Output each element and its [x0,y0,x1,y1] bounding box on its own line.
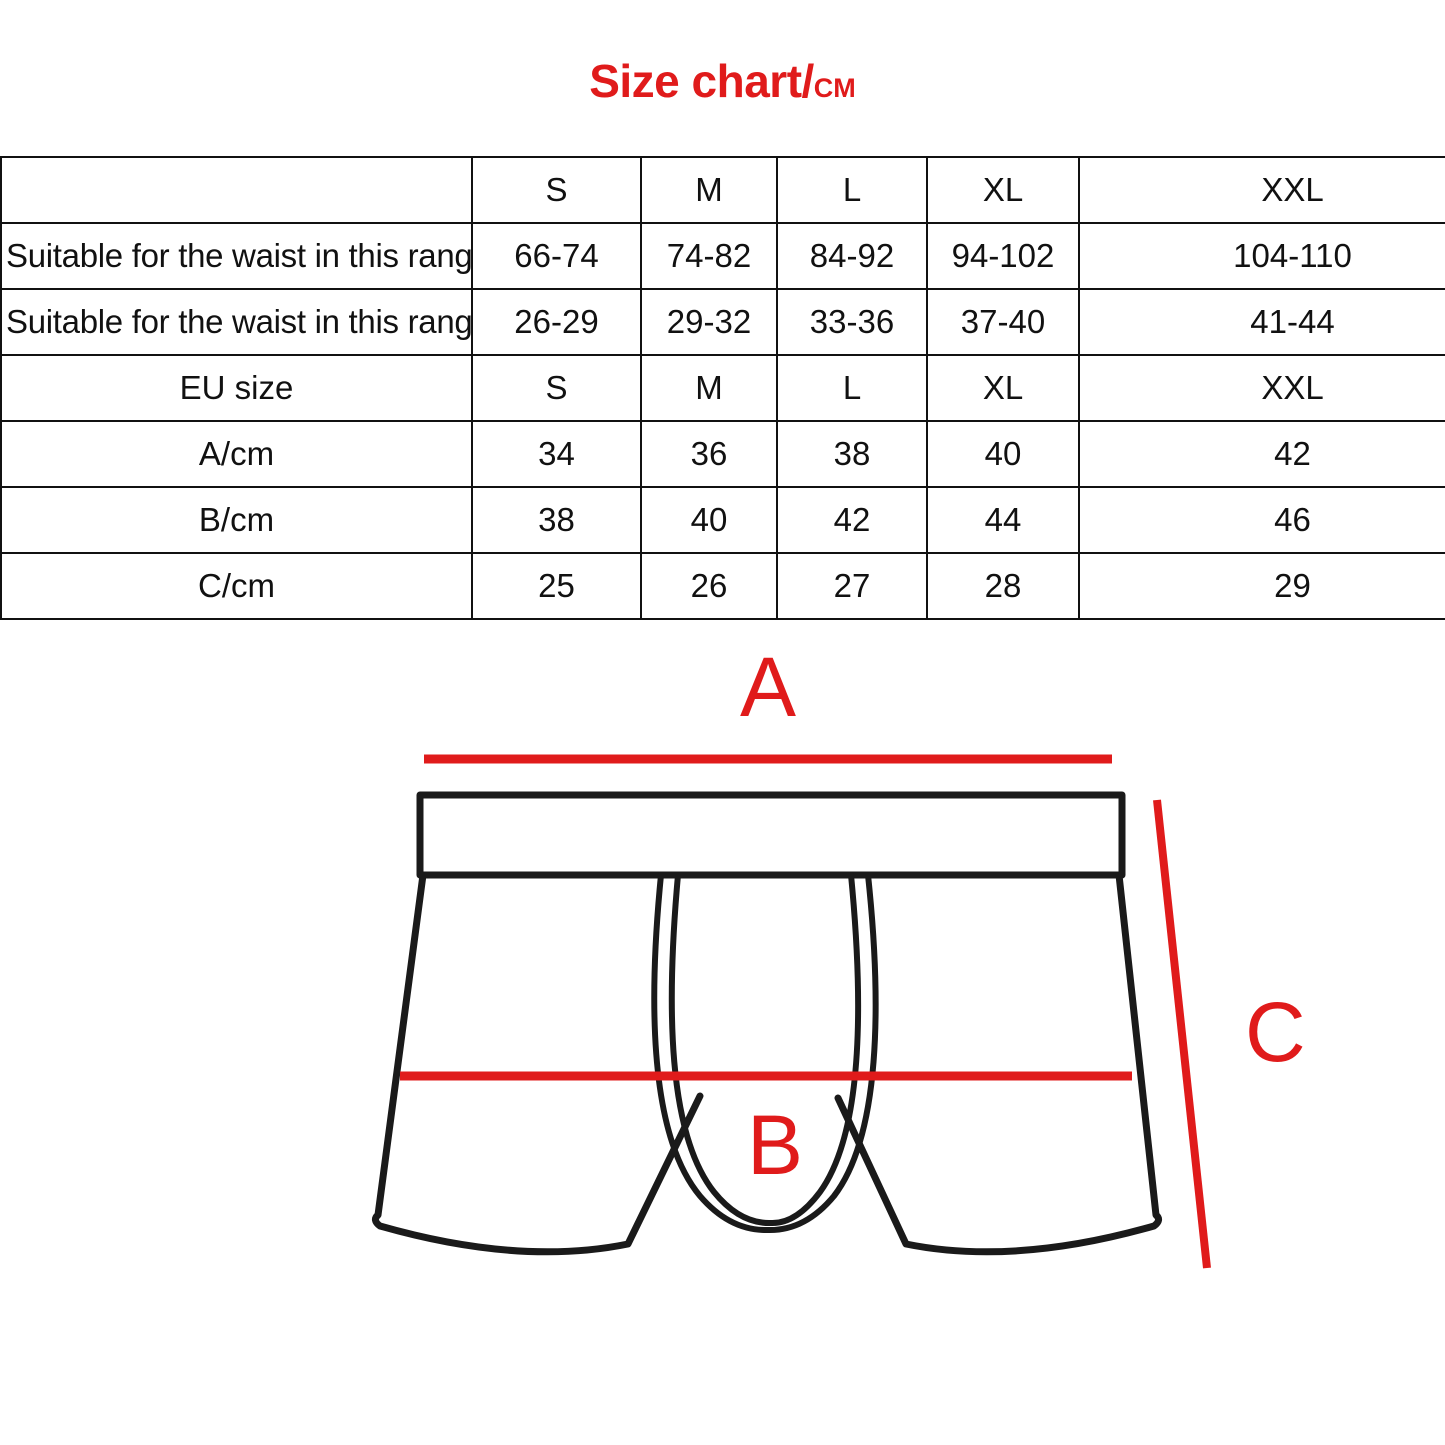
measurement-line-c [1153,799,1211,1269]
cell-c-cm-m: 26 [641,552,778,620]
cell-a-cm-xxl: 42 [1079,420,1445,488]
column-header-xxl: XXL [1079,156,1445,224]
left-leg-outline [371,871,704,1256]
table-row: A/cm 34 36 38 40 42 [0,420,1445,488]
measurement-label-a: A [740,640,796,734]
page-title: Size chart/CM [0,58,1445,104]
garment-svg: A B C [371,640,1306,1269]
cell-a-cm-l: 38 [777,420,928,488]
page-title-main: Size chart/ [589,55,814,107]
cell-waist-inch-m: 29-32 [641,288,778,356]
row-label-a-cm: A/cm [0,420,473,488]
table-row: C/cm 25 26 27 28 29 [0,552,1445,620]
row-label [0,156,473,224]
cell-c-cm-xl: 28 [927,552,1080,620]
size-chart-table-container: S M L XL XXL Suitable for the waist in t… [0,156,1445,620]
garment-technical-drawing: A B C [0,636,1445,1445]
cell-b-cm-s: 38 [472,486,642,554]
cell-c-cm-s: 25 [472,552,642,620]
cell-b-cm-xl: 44 [927,486,1080,554]
cell-a-cm-xl: 40 [927,420,1080,488]
pouch-seam-inner-right [768,872,862,1226]
table-row: EU size S M L XL XXL [0,354,1445,422]
cell-b-cm-l: 42 [777,486,928,554]
page-title-unit: CM [813,73,856,103]
cell-waist-inch-xxl: 41-44 [1079,288,1445,356]
cell-eu-size-s: S [472,354,642,422]
measurement-label-c: C [1245,985,1306,1079]
pouch-seam-outer-left [651,872,771,1234]
cell-c-cm-xxl: 29 [1079,552,1445,620]
cell-b-cm-m: 40 [641,486,778,554]
column-header-l: L [777,156,928,224]
waistband-shape [416,791,1126,879]
pouch-seam-outer-right [765,872,879,1234]
column-header-s: S [472,156,642,224]
table-row: Suitable for the waist in this range/cm … [0,222,1445,290]
cell-eu-size-xl: XL [927,354,1080,422]
cell-waist-cm-xxl: 104-110 [1079,222,1445,290]
cell-waist-cm-l: 84-92 [777,222,928,290]
cell-c-cm-l: 27 [777,552,928,620]
table-row: Suitable for the waist in this range/inc… [0,288,1445,356]
cell-a-cm-s: 34 [472,420,642,488]
pouch-seam-inner-left [668,872,774,1227]
row-label-eu-size: EU size [0,354,473,422]
right-leg-outline [834,871,1163,1256]
cell-eu-size-l: L [777,354,928,422]
column-header-xl: XL [927,156,1080,224]
cell-waist-cm-xl: 94-102 [927,222,1080,290]
measurement-label-b: B [747,1098,803,1192]
cell-waist-inch-s: 26-29 [472,288,642,356]
cell-eu-size-m: M [641,354,778,422]
cell-b-cm-xxl: 46 [1079,486,1445,554]
row-label-c-cm: C/cm [0,552,473,620]
row-label-waist-cm: Suitable for the waist in this range/cm [0,222,473,290]
size-chart-table: S M L XL XXL Suitable for the waist in t… [0,156,1445,620]
cell-waist-inch-xl: 37-40 [927,288,1080,356]
row-label-waist-inch: Suitable for the waist in this range/inc… [0,288,473,356]
row-label-b-cm: B/cm [0,486,473,554]
cell-a-cm-m: 36 [641,420,778,488]
column-header-m: M [641,156,778,224]
table-row: S M L XL XXL [0,156,1445,224]
cell-eu-size-xxl: XXL [1079,354,1445,422]
cell-waist-cm-s: 66-74 [472,222,642,290]
cell-waist-inch-l: 33-36 [777,288,928,356]
cell-waist-cm-m: 74-82 [641,222,778,290]
table-row: B/cm 38 40 42 44 46 [0,486,1445,554]
